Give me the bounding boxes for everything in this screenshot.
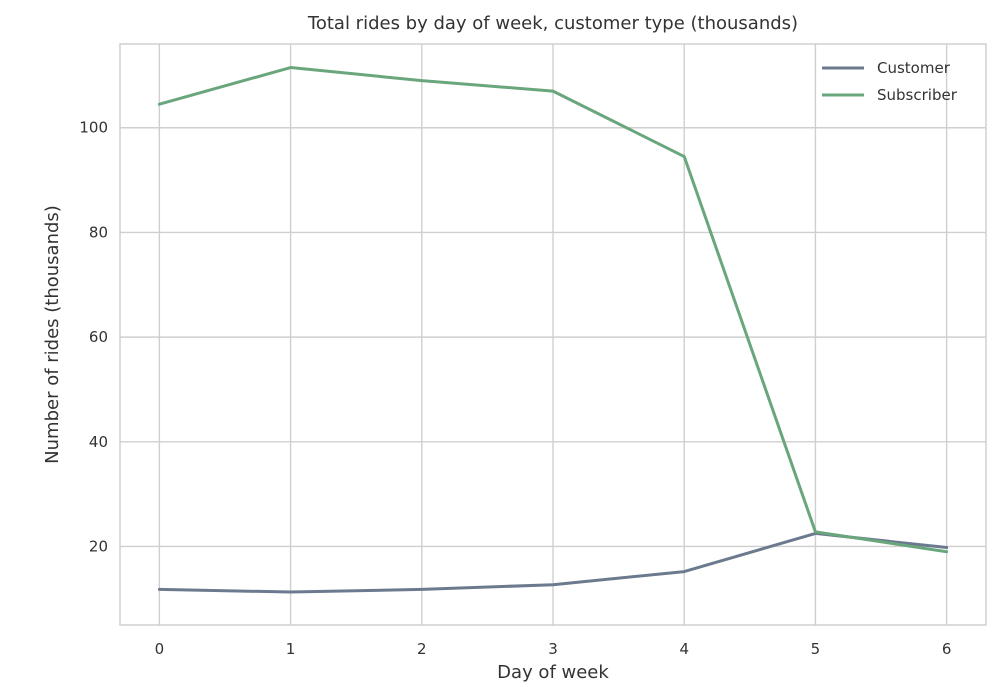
plot-frame	[119, 43, 987, 626]
x-tick-label: 3	[548, 640, 558, 658]
x-tick-label: 4	[679, 640, 689, 658]
y-axis-label: Number of rides (thousands)	[42, 205, 63, 464]
x-tick-label: 2	[417, 640, 427, 658]
legend-label-subscriber: Subscriber	[877, 86, 958, 104]
y-tick-label: 80	[89, 223, 108, 241]
y-axis-ticks: 20 40 60 80 100	[79, 119, 108, 556]
x-axis-ticks: 0 1 2 3 4 5 6	[155, 640, 952, 658]
legend-label-customer: Customer	[877, 59, 951, 77]
x-tick-label: 5	[811, 640, 821, 658]
y-tick-label: 20	[89, 537, 108, 555]
x-tick-label: 6	[942, 640, 952, 658]
chart-title: Total rides by day of week, customer typ…	[307, 13, 798, 34]
y-tick-label: 40	[89, 433, 108, 451]
series-line-subscriber	[157, 66, 949, 554]
x-tick-label: 0	[155, 640, 165, 658]
x-axis-label: Day of week	[497, 662, 609, 683]
grid	[120, 44, 986, 625]
x-tick-label: 1	[286, 640, 296, 658]
y-tick-label: 60	[89, 328, 108, 346]
legend: Customer Subscriber	[822, 59, 958, 104]
y-tick-label: 100	[79, 119, 108, 137]
series-line-customer	[157, 531, 949, 594]
series-lines	[157, 66, 949, 594]
